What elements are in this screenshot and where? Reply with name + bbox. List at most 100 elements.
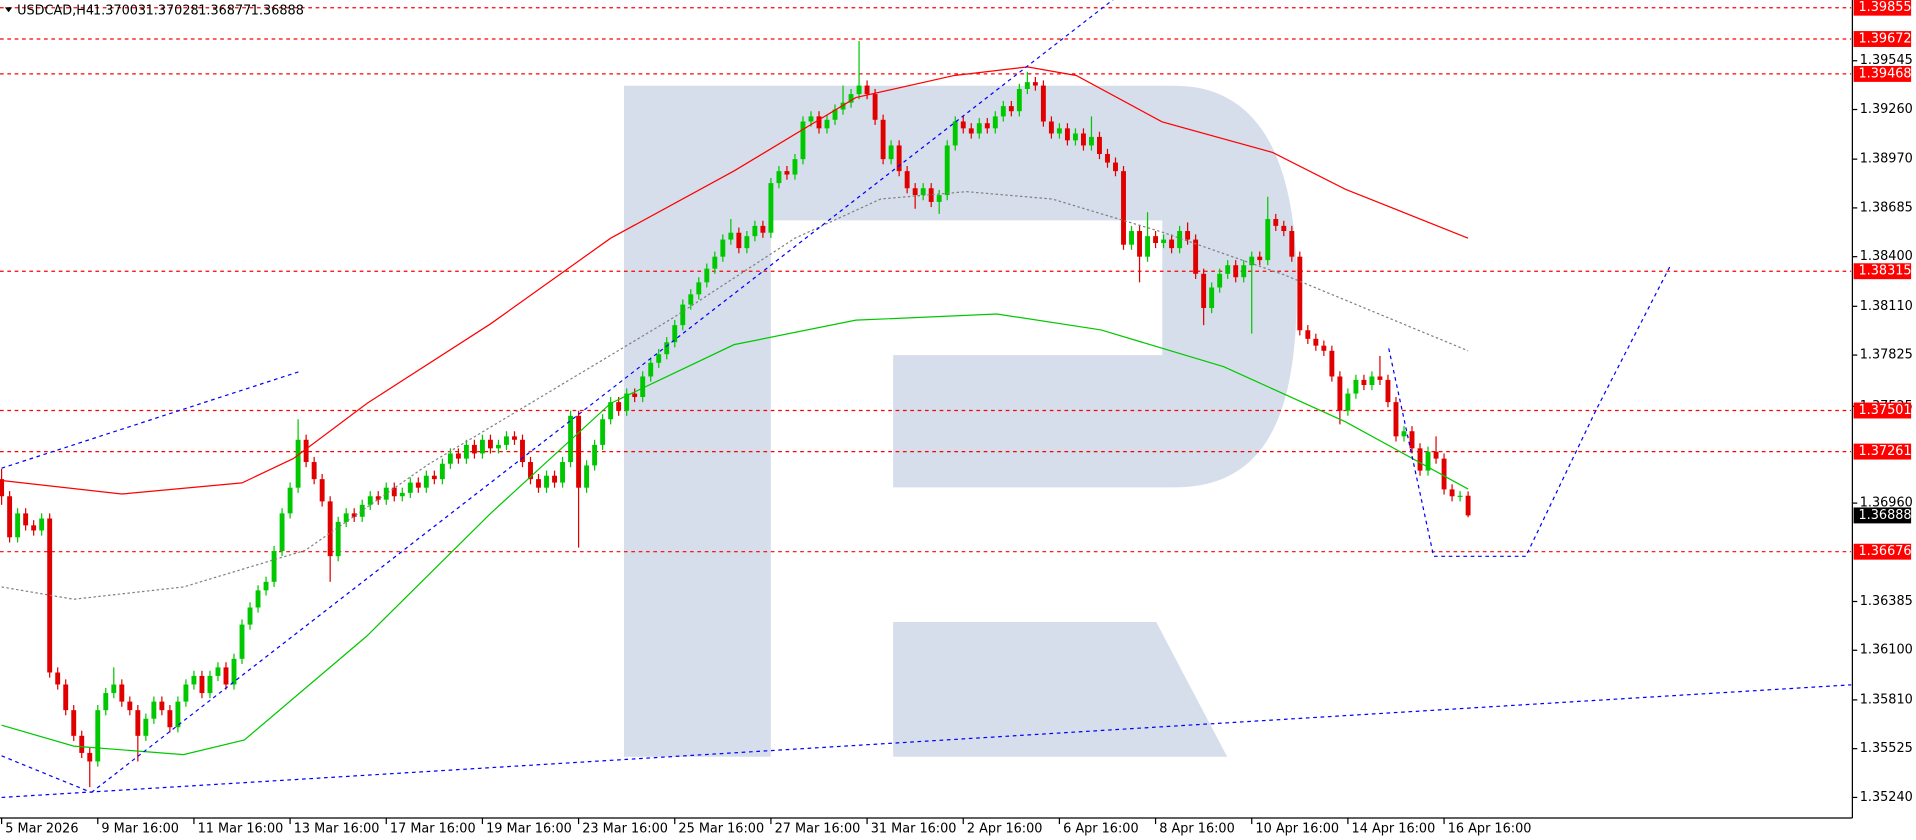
candle-body <box>39 518 45 531</box>
indicator-line <box>1 191 1469 600</box>
candle-body <box>1305 330 1311 339</box>
candle-body <box>512 436 517 440</box>
candle-body <box>1297 256 1303 331</box>
logo-p <box>623 85 1297 757</box>
indicator-line <box>90 0 1114 793</box>
candle-body <box>31 525 37 531</box>
candle-body <box>1465 495 1471 516</box>
candle-body <box>247 607 253 625</box>
candle-body <box>1361 379 1367 386</box>
candle-body <box>487 439 493 449</box>
level-label-bg <box>1853 543 1912 560</box>
candle-body <box>455 453 461 459</box>
candle-body <box>151 701 157 719</box>
candle-body <box>383 487 389 500</box>
candle-body <box>295 439 301 488</box>
candle-body <box>1249 256 1255 266</box>
candle-body <box>968 128 974 134</box>
level-label: 1.38315 <box>1858 264 1911 279</box>
candle-body <box>896 145 902 172</box>
candle-body <box>111 684 117 694</box>
candle-body <box>784 171 790 175</box>
candle-body <box>528 462 533 480</box>
candle-body <box>1265 219 1271 261</box>
y-tick-label: 1.39260 <box>1860 102 1913 117</box>
candle-body <box>1313 338 1319 346</box>
candle-body <box>584 465 590 488</box>
candle-body <box>1289 231 1295 257</box>
candle-body <box>1089 136 1094 146</box>
candle-body <box>1409 431 1415 449</box>
candle-body <box>367 496 373 505</box>
x-tick-label: 14 Apr 16:00 <box>1352 821 1436 836</box>
y-tick-label: 1.36385 <box>1860 594 1913 609</box>
candle-body <box>696 282 702 295</box>
candle-body <box>1129 231 1134 245</box>
x-tick-label: 13 Mar 16:00 <box>294 821 380 836</box>
candle-body <box>95 710 101 762</box>
candle-body <box>1185 231 1191 240</box>
y-tick-label: 1.38400 <box>1860 249 1913 264</box>
x-tick-label: 5 Mar 2026 <box>5 821 78 836</box>
candle-body <box>0 479 5 497</box>
candle-body <box>616 402 622 411</box>
indicator-line <box>1 755 92 794</box>
candle-body <box>1016 88 1022 112</box>
candle-body <box>1457 495 1463 497</box>
candle-body <box>976 123 982 134</box>
candle-body <box>279 513 285 552</box>
level-label-bg <box>1853 402 1912 419</box>
candle-body <box>103 693 109 711</box>
plot-area <box>0 7 1852 788</box>
candle-body <box>55 672 61 685</box>
candle-body <box>1161 239 1167 243</box>
candle-body <box>199 675 205 694</box>
candle-body <box>1145 236 1151 257</box>
candle-body <box>159 701 165 711</box>
candle-body <box>688 294 694 305</box>
x-tick-label: 17 Mar 16:00 <box>390 821 476 836</box>
candle-body <box>335 521 341 557</box>
candle-body <box>1377 376 1383 380</box>
level-label-bg <box>1853 0 1912 16</box>
y-tick-label: 1.37825 <box>1860 348 1913 363</box>
candle-body <box>496 444 501 449</box>
candle-body <box>1345 393 1351 411</box>
candle-body <box>391 487 397 497</box>
watermark-logo <box>623 85 1297 757</box>
candle-body <box>271 551 277 582</box>
candle-body <box>439 463 445 480</box>
indicator-line <box>1 370 300 469</box>
candle-body <box>872 94 878 120</box>
candle-body <box>800 121 806 160</box>
candle-body <box>119 684 125 702</box>
candle-body <box>239 624 245 659</box>
candle-body <box>840 102 846 110</box>
candle-body <box>167 710 173 728</box>
level-label: 1.37501 <box>1858 403 1911 418</box>
candle-body <box>1153 236 1159 243</box>
level-label: 1.39672 <box>1858 32 1911 47</box>
candle-body <box>728 232 734 240</box>
candle-body <box>407 482 413 493</box>
candle-body <box>1425 451 1431 471</box>
x-tick-label: 10 Apr 16:00 <box>1255 821 1339 836</box>
candle-body <box>792 159 798 175</box>
candle-body <box>479 439 485 454</box>
candle-body <box>1097 136 1102 155</box>
candle-body <box>1193 239 1199 274</box>
candle-body <box>1032 82 1038 86</box>
y-tick-label: 1.36100 <box>1860 643 1913 658</box>
candle-body <box>1105 154 1110 163</box>
y-tick-label: 1.38970 <box>1860 152 1913 167</box>
candle-body <box>1241 265 1247 278</box>
symbol-label: USDCAD,H4 <box>17 4 94 19</box>
candle-body <box>848 94 854 103</box>
candle-body <box>664 342 670 355</box>
header-arrow <box>4 7 13 13</box>
candle-body <box>1401 431 1407 437</box>
candle-body <box>912 188 918 196</box>
candle-body <box>1417 448 1423 471</box>
y-tick-label: 1.38110 <box>1860 299 1913 314</box>
header-close: 1.36888 <box>251 4 304 19</box>
